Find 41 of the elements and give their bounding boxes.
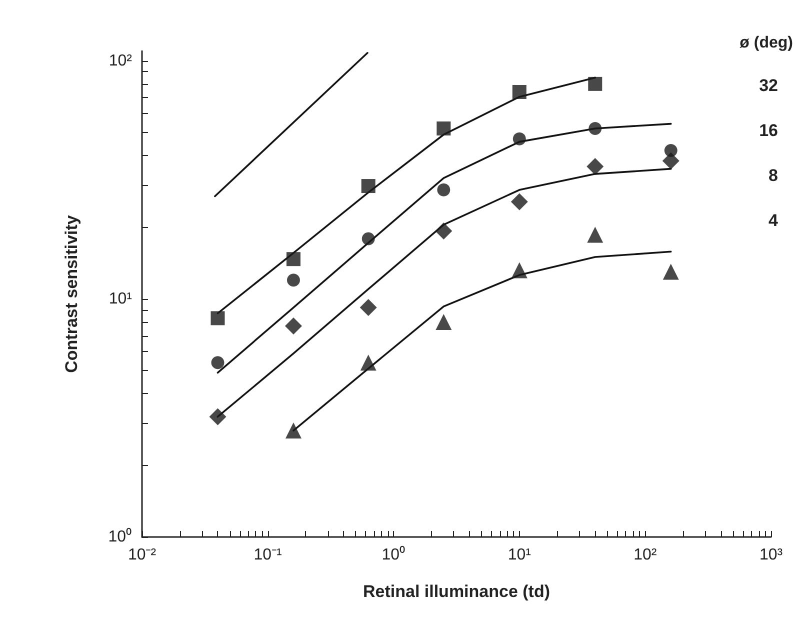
point [510, 193, 528, 210]
point [588, 122, 602, 135]
point [286, 252, 300, 266]
point [662, 264, 679, 280]
x-axis-title: Retinal illuminance (td) [362, 582, 550, 601]
point [588, 76, 602, 91]
x-tick-label: 10⁻² [128, 546, 157, 564]
x-tick-label: 10⁻¹ [254, 546, 282, 564]
point [435, 222, 452, 240]
point [360, 354, 376, 371]
point [285, 422, 302, 439]
point [209, 408, 226, 426]
point [211, 356, 224, 370]
y-tick-label: 10¹ [108, 290, 132, 308]
point [512, 84, 526, 99]
legend-title: ø (deg) [740, 34, 794, 52]
y-axis-title: Contrast sensitivity [62, 214, 81, 373]
text: 8 [768, 166, 778, 185]
point [436, 121, 451, 136]
point [662, 152, 680, 170]
text: 16 [759, 121, 778, 140]
point [210, 311, 225, 326]
y-tick-label: 10² [108, 52, 133, 70]
point [360, 299, 377, 316]
point [587, 226, 604, 243]
point [286, 274, 300, 287]
point [284, 317, 302, 334]
x-tick-label: 10¹ [508, 546, 531, 564]
point [362, 232, 375, 246]
y-tick-label: 10⁰ [108, 528, 132, 546]
text: 4 [768, 211, 779, 230]
point [361, 179, 376, 194]
x-tick-label: 10³ [759, 546, 784, 564]
point [437, 183, 450, 196]
point [512, 132, 526, 146]
point [436, 314, 452, 330]
point [586, 158, 604, 175]
point [511, 262, 528, 278]
x-tick-label: 10² [634, 546, 658, 564]
text: 32 [759, 76, 778, 95]
x-tick-label: 10⁰ [382, 546, 406, 564]
